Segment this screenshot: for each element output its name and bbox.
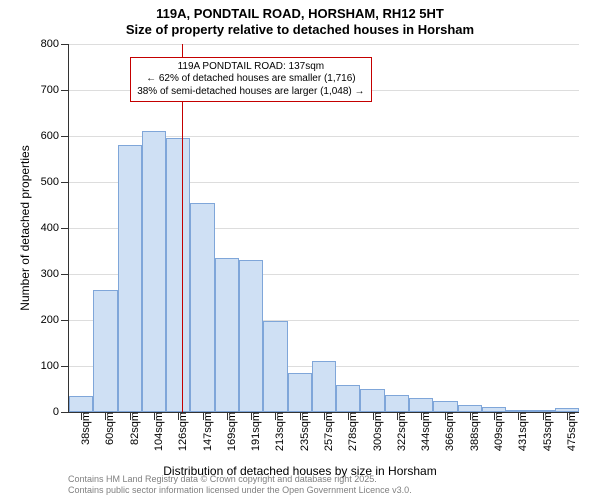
y-tick-label: 600 (41, 130, 69, 142)
y-axis-label: Number of detached properties (18, 145, 32, 310)
y-tick-label: 300 (41, 268, 69, 280)
histogram-bar (312, 361, 336, 412)
y-tick-label: 500 (41, 176, 69, 188)
histogram-bar (263, 321, 287, 412)
x-tick-label: 388sqm (459, 412, 481, 451)
x-tick-label: 300sqm (362, 412, 384, 451)
y-tick-label: 700 (41, 84, 69, 96)
x-tick-label: 82sqm (119, 412, 141, 445)
annotation-line: 38% of semi-detached houses are larger (… (137, 86, 364, 99)
chart-subtitle: Size of property relative to detached ho… (0, 22, 600, 38)
x-tick-label: 475sqm (556, 412, 578, 451)
x-tick-label: 126sqm (167, 412, 189, 451)
histogram-bar (433, 401, 457, 412)
x-tick-label: 322sqm (386, 412, 408, 451)
y-tick-label: 0 (53, 406, 69, 418)
histogram-bar (385, 395, 409, 412)
histogram-bar (288, 373, 312, 412)
histogram-bar (69, 396, 93, 412)
histogram-bar (190, 203, 214, 412)
histogram-bar (336, 385, 360, 412)
histogram-bar (142, 131, 166, 412)
x-tick-label: 453sqm (532, 412, 554, 451)
annotation-callout: 119A PONDTAIL ROAD: 137sqm← 62% of detac… (130, 57, 371, 103)
histogram-bar (239, 260, 263, 412)
x-tick-label: 213sqm (264, 412, 286, 451)
x-tick-label: 278sqm (337, 412, 359, 451)
histogram-bar (166, 138, 190, 412)
y-tick-label: 100 (41, 360, 69, 372)
x-tick-label: 409sqm (483, 412, 505, 451)
plot-area: 010020030040050060070080038sqm60sqm82sqm… (68, 44, 579, 413)
x-tick-label: 60sqm (94, 412, 116, 445)
x-tick-label: 235sqm (289, 412, 311, 451)
x-tick-label: 257sqm (313, 412, 335, 451)
x-tick-label: 38sqm (70, 412, 92, 445)
x-tick-label: 104sqm (143, 412, 165, 451)
histogram-bar (409, 398, 433, 412)
footer-attribution: Contains HM Land Registry data © Crown c… (68, 474, 412, 497)
annotation-line: ← 62% of detached houses are smaller (1,… (137, 73, 364, 86)
footer-line: Contains public sector information licen… (68, 485, 412, 496)
histogram-bar (215, 258, 239, 412)
histogram-bar (93, 290, 117, 412)
y-tick-label: 200 (41, 314, 69, 326)
x-tick-label: 191sqm (240, 412, 262, 451)
chart-title: 119A, PONDTAIL ROAD, HORSHAM, RH12 5HT (0, 0, 600, 22)
x-tick-label: 169sqm (216, 412, 238, 451)
annotation-header: 119A PONDTAIL ROAD: 137sqm (137, 61, 364, 74)
x-tick-label: 344sqm (410, 412, 432, 451)
x-tick-label: 147sqm (192, 412, 214, 451)
footer-line: Contains HM Land Registry data © Crown c… (68, 474, 412, 485)
histogram-bar (360, 389, 384, 412)
gridline (69, 44, 579, 45)
chart-container: 119A, PONDTAIL ROAD, HORSHAM, RH12 5HT S… (0, 0, 600, 500)
y-tick-label: 400 (41, 222, 69, 234)
y-tick-label: 800 (41, 38, 69, 50)
histogram-bar (118, 145, 142, 412)
x-tick-label: 431sqm (507, 412, 529, 451)
x-tick-label: 366sqm (434, 412, 456, 451)
histogram-bar (458, 405, 482, 412)
